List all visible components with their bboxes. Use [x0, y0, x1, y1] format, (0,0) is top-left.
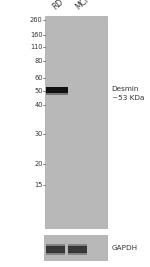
Text: RD: RD — [51, 0, 65, 12]
Bar — [45, 16, 107, 228]
Text: 40: 40 — [34, 102, 43, 108]
Text: 20: 20 — [34, 161, 43, 167]
Bar — [46, 246, 64, 253]
Text: 260: 260 — [30, 17, 43, 23]
Bar — [46, 87, 68, 93]
Bar — [68, 246, 87, 253]
Bar — [44, 235, 107, 260]
Text: 60: 60 — [34, 75, 43, 81]
Text: 15: 15 — [34, 182, 43, 188]
Text: MCF7: MCF7 — [74, 0, 96, 12]
Bar — [68, 244, 87, 247]
Text: 110: 110 — [30, 44, 43, 50]
Text: 80: 80 — [34, 58, 43, 64]
Text: GAPDH: GAPDH — [112, 245, 138, 251]
Bar — [46, 244, 64, 247]
Text: Desmin
~53 KDa: Desmin ~53 KDa — [112, 86, 144, 101]
Bar — [68, 252, 87, 255]
Bar — [46, 89, 68, 91]
Text: 30: 30 — [34, 131, 43, 136]
Text: 50: 50 — [34, 88, 43, 94]
Bar — [46, 93, 68, 95]
Bar — [46, 252, 64, 255]
Text: 160: 160 — [30, 32, 43, 38]
